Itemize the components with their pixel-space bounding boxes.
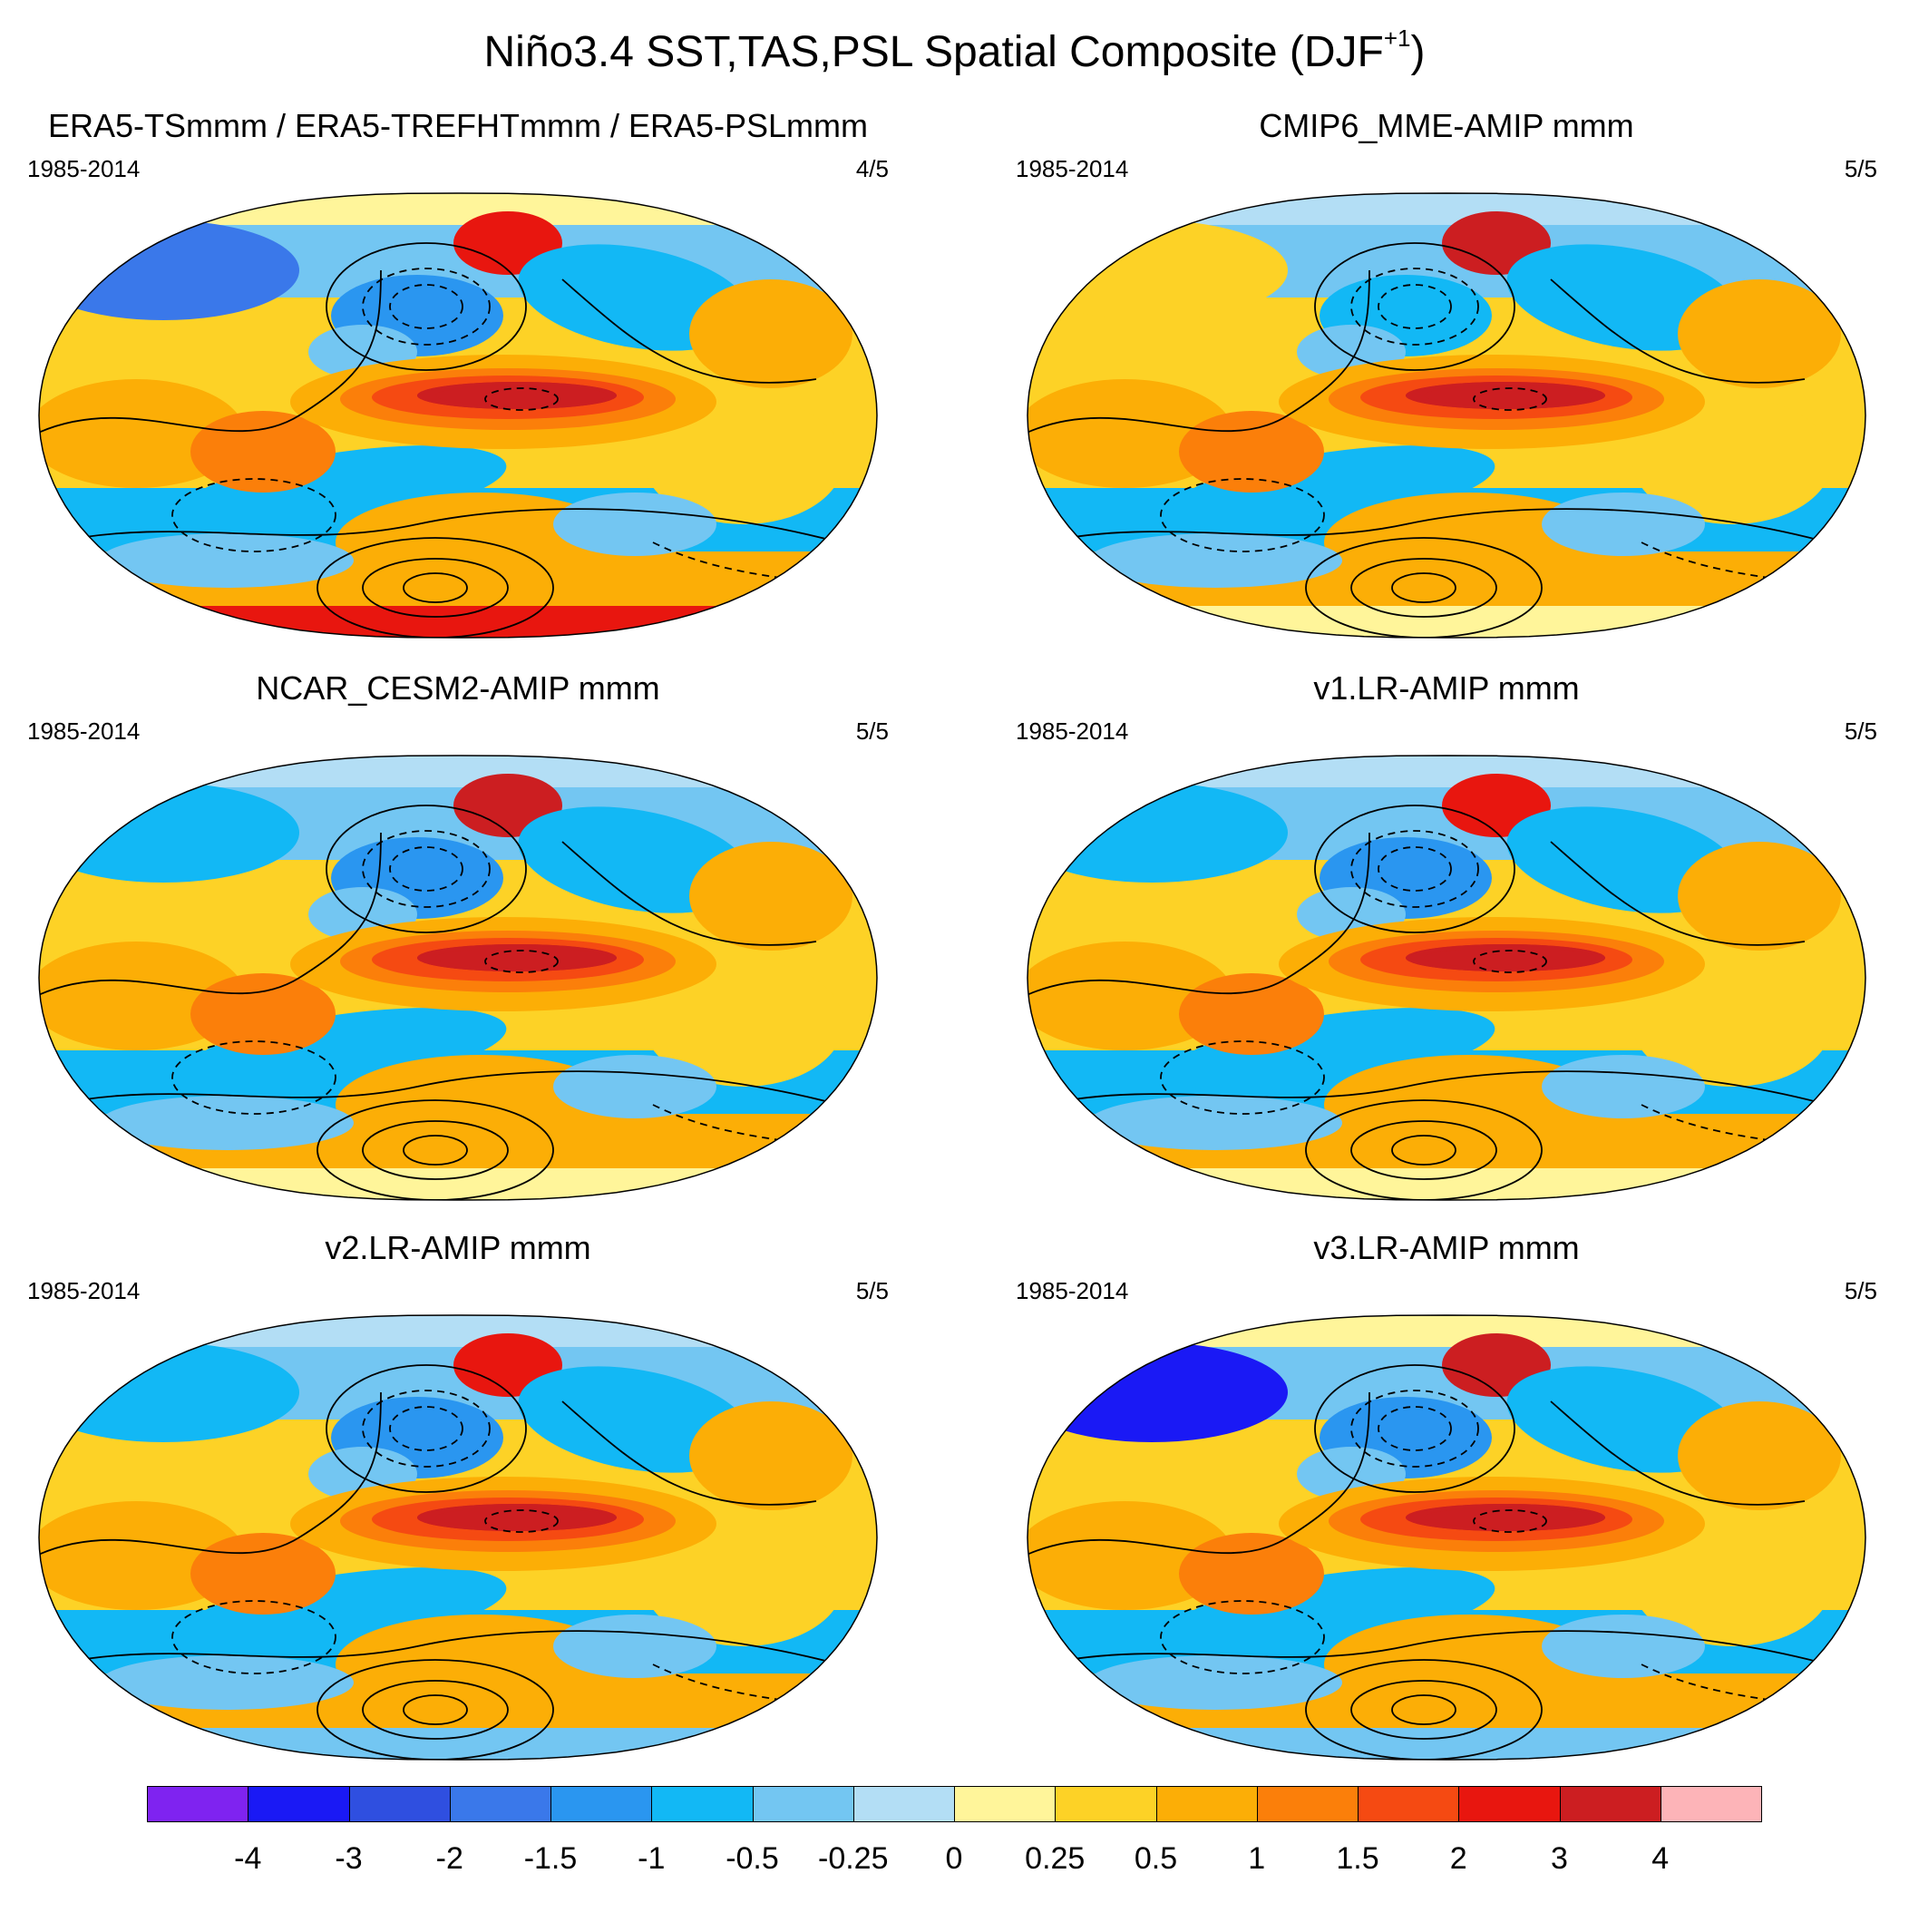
colorbar-tick-label: 0: [945, 1841, 963, 1876]
colorbar-box: [348, 1786, 451, 1822]
colorbar-box: [1660, 1786, 1762, 1822]
panel-period: 1985-2014: [1016, 717, 1129, 745]
colorbar-box: [651, 1786, 754, 1822]
robinson-map: [38, 192, 878, 639]
colorbar-box: [1155, 1786, 1258, 1822]
panel-period: 1985-2014: [27, 155, 141, 182]
colorbar-tick-label: 4: [1651, 1841, 1670, 1876]
colorbar-tick-label: 1: [1248, 1841, 1266, 1876]
robinson-map: [1027, 192, 1866, 639]
map-panel-v1: v1.LR-AMIP mmm 1985-2014 5/5: [989, 669, 1904, 1232]
map-panel-v2: v2.LR-AMIP mmm 1985-2014 5/5: [0, 1229, 916, 1791]
colorbar-tick-label: -4: [234, 1841, 262, 1876]
colorbar-tick-label: -0.5: [726, 1841, 779, 1876]
colorbar-box: [1055, 1786, 1157, 1822]
colorbar-tick-label: 0.25: [1025, 1841, 1086, 1876]
colorbar-box: [1358, 1786, 1460, 1822]
robinson-map: [1027, 755, 1866, 1201]
colorbar: [147, 1786, 1762, 1824]
map-panel-cmip6: CMIP6_MME-AMIP mmm 1985-2014 5/5: [989, 107, 1904, 669]
colorbar-box: [1458, 1786, 1561, 1822]
colorbar-box: [248, 1786, 350, 1822]
panel-count: 5/5: [1844, 717, 1877, 745]
panel-period: 1985-2014: [27, 1277, 141, 1304]
panel-title: ERA5-TSmmm / ERA5-TREFHTmmm / ERA5-PSLmm…: [47, 107, 869, 144]
colorbar-box: [752, 1786, 854, 1822]
panel-count: 5/5: [1844, 155, 1877, 182]
panel-period: 1985-2014: [27, 717, 141, 745]
panel-title: NCAR_CESM2-AMIP mmm: [256, 669, 660, 707]
colorbar-box: [1256, 1786, 1359, 1822]
colorbar-box: [954, 1786, 1057, 1822]
figure-title: Niño3.4 SST,TAS,PSL Spatial Composite (D…: [483, 24, 1426, 76]
map-panel-v3: v3.LR-AMIP mmm 1985-2014 5/5: [989, 1229, 1904, 1791]
panel-title: v1.LR-AMIP mmm: [1313, 669, 1580, 707]
colorbar-box: [852, 1786, 955, 1822]
robinson-map: [38, 1314, 878, 1761]
colorbar-tick-label: 3: [1551, 1841, 1568, 1876]
colorbar-tick-label: -1.5: [523, 1841, 578, 1876]
map-panel-cesm2: NCAR_CESM2-AMIP mmm 1985-2014 5/5: [0, 669, 916, 1232]
colorbar-box: [449, 1786, 551, 1822]
panel-title: v3.LR-AMIP mmm: [1313, 1229, 1580, 1266]
robinson-map: [1027, 1314, 1866, 1761]
colorbar-tick-label: -0.25: [818, 1841, 889, 1876]
colorbar-box: [1559, 1786, 1661, 1822]
colorbar-box: [550, 1786, 653, 1822]
colorbar-tick-label: -1: [638, 1841, 666, 1876]
panel-count: 4/5: [855, 155, 889, 182]
panel-title: v2.LR-AMIP mmm: [325, 1229, 591, 1266]
colorbar-tick-label: -2: [435, 1841, 463, 1876]
colorbar-tick-label: 0.5: [1134, 1841, 1178, 1876]
colorbar-tick-label: 2: [1449, 1841, 1467, 1876]
panel-count: 5/5: [1844, 1277, 1877, 1304]
colorbar-box: [147, 1786, 249, 1822]
panel-count: 5/5: [855, 717, 889, 745]
panel-period: 1985-2014: [1016, 155, 1129, 182]
panel-title: CMIP6_MME-AMIP mmm: [1259, 107, 1634, 144]
panel-period: 1985-2014: [1016, 1277, 1129, 1304]
robinson-map: [38, 755, 878, 1201]
map-panel-era5: ERA5-TSmmm / ERA5-TREFHTmmm / ERA5-PSLmm…: [0, 107, 916, 669]
panel-count: 5/5: [855, 1277, 889, 1304]
colorbar-tick-label: 1.5: [1336, 1841, 1379, 1876]
colorbar-tick-label: -3: [335, 1841, 363, 1876]
